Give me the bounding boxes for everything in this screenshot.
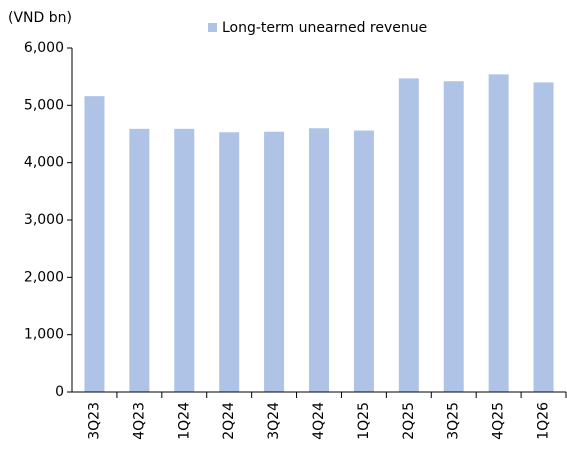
y-tick-label: 4,000: [24, 155, 64, 171]
x-tick-label: 1Q25: [356, 402, 372, 440]
y-axis-label: (VND bn): [8, 10, 72, 26]
x-tick-label: 1Q24: [176, 402, 192, 440]
legend-label: Long-term unearned revenue: [222, 20, 427, 36]
x-tick-label: 3Q24: [266, 402, 282, 440]
x-tick-label: 2Q25: [401, 402, 417, 440]
x-tick-label: 1Q26: [536, 402, 552, 440]
x-tick-label: 4Q23: [131, 402, 147, 440]
bar: [533, 82, 554, 393]
bar: [488, 74, 509, 392]
y-tick-label: 5,000: [24, 97, 64, 113]
bar: [264, 131, 285, 392]
bar: [353, 130, 374, 392]
bar: [398, 78, 419, 393]
bar: [219, 132, 240, 392]
x-tick-label: 4Q25: [491, 402, 507, 440]
bar: [174, 128, 195, 392]
x-tick-label: 2Q24: [221, 402, 237, 440]
bar: [129, 128, 150, 392]
x-tick-label: 4Q24: [311, 402, 327, 440]
bar: [84, 96, 105, 392]
bar: [309, 128, 329, 392]
legend-swatch: [208, 23, 217, 32]
x-tick-label: 3Q23: [86, 402, 102, 440]
y-tick-label: 6,000: [24, 40, 64, 56]
x-tick-label: 3Q25: [446, 402, 462, 440]
y-tick-label: 1,000: [24, 327, 64, 343]
y-tick-label: 2,000: [24, 269, 64, 285]
bar: [443, 81, 464, 393]
y-tick-label: 0: [55, 384, 64, 400]
y-tick-label: 3,000: [24, 212, 64, 228]
